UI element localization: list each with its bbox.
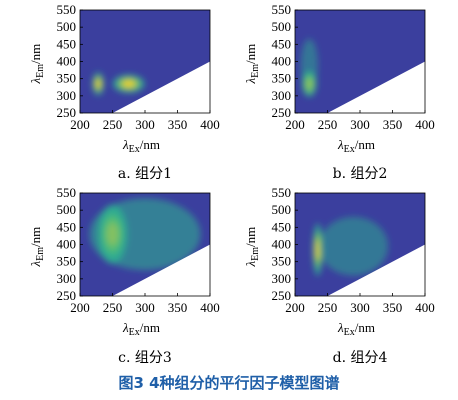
y-tick-label: 400 bbox=[272, 54, 292, 69]
x-tick-label: 250 bbox=[103, 300, 123, 315]
masked-region bbox=[327, 244, 425, 296]
y-axis-label: λEm/nm bbox=[243, 44, 261, 85]
y-tick-label: 500 bbox=[272, 19, 292, 34]
peak-halo bbox=[318, 216, 389, 276]
peak-core bbox=[315, 239, 320, 260]
x-axis-label: λEx/nm bbox=[122, 137, 160, 155]
y-tick-label: 250 bbox=[272, 288, 292, 303]
y-tick-label: 450 bbox=[272, 36, 292, 51]
y-tick-label: 300 bbox=[272, 271, 292, 286]
y-tick-label: 250 bbox=[57, 105, 77, 120]
masked-region bbox=[327, 61, 425, 113]
peak-core bbox=[122, 80, 136, 88]
y-tick-label: 550 bbox=[272, 185, 292, 200]
panel-d-caption: d. 组分4 bbox=[333, 350, 388, 366]
x-tick-label: 400 bbox=[200, 300, 220, 315]
x-tick-label: 350 bbox=[168, 117, 188, 132]
y-tick-label: 500 bbox=[57, 19, 77, 34]
peak-halo bbox=[89, 198, 201, 271]
panel-c-caption: c. 组分3 bbox=[118, 350, 172, 366]
x-tick-label: 200 bbox=[285, 300, 305, 315]
y-tick-label: 400 bbox=[272, 237, 292, 252]
y-tick-label: 550 bbox=[57, 185, 77, 200]
x-tick-label: 350 bbox=[168, 300, 188, 315]
x-tick-label: 250 bbox=[318, 117, 338, 132]
y-tick-label: 550 bbox=[57, 2, 77, 17]
y-tick-label: 250 bbox=[57, 288, 77, 303]
figure-caption: 图3 4种组分的平行因子模型图谱 bbox=[118, 374, 339, 392]
y-tick-label: 350 bbox=[272, 71, 292, 86]
y-axis-label: λEm/nm bbox=[28, 227, 46, 268]
x-axis-label: λEx/nm bbox=[122, 320, 160, 338]
x-tick-label: 400 bbox=[200, 117, 220, 132]
y-tick-label: 300 bbox=[57, 88, 77, 103]
y-tick-label: 450 bbox=[57, 219, 77, 234]
panel-a-caption: a. 组分1 bbox=[118, 166, 172, 182]
x-tick-label: 400 bbox=[415, 117, 435, 132]
x-tick-label: 250 bbox=[318, 300, 338, 315]
x-tick-label: 350 bbox=[383, 300, 403, 315]
x-tick-label: 300 bbox=[135, 300, 155, 315]
x-tick-label: 350 bbox=[383, 117, 403, 132]
masked-region bbox=[112, 61, 210, 113]
masked-region bbox=[112, 244, 210, 296]
panel-d: 200 250 300 350 400250300350400450500550λEx/… bbox=[243, 185, 435, 338]
y-tick-label: 300 bbox=[57, 271, 77, 286]
y-tick-label: 450 bbox=[272, 219, 292, 234]
y-tick-label: 350 bbox=[57, 71, 77, 86]
x-tick-label: 250 bbox=[103, 117, 123, 132]
panel-c: 200 250 300 350 400250300350400450500550λEx/… bbox=[28, 185, 220, 338]
x-tick-label: 200 bbox=[70, 117, 90, 132]
x-tick-label: 200 bbox=[285, 117, 305, 132]
x-tick-label: 300 bbox=[350, 117, 370, 132]
y-axis-label: λEm/nm bbox=[243, 227, 261, 268]
y-tick-label: 350 bbox=[57, 254, 77, 269]
x-tick-label: 300 bbox=[135, 117, 155, 132]
panel-b: 200 250 300 350 400250300350400450500550λEx/… bbox=[243, 2, 435, 155]
y-tick-label: 300 bbox=[272, 88, 292, 103]
y-tick-label: 350 bbox=[272, 254, 292, 269]
peak-halo bbox=[300, 38, 318, 92]
panel-b-caption: b. 组分2 bbox=[333, 166, 388, 182]
y-axis-label: λEm/nm bbox=[28, 44, 46, 85]
peak-core bbox=[95, 79, 101, 89]
x-axis-label: λEx/nm bbox=[337, 320, 375, 338]
x-axis-label: λEx/nm bbox=[337, 137, 375, 155]
x-tick-label: 300 bbox=[350, 300, 370, 315]
y-tick-label: 450 bbox=[57, 36, 77, 51]
x-tick-label: 400 bbox=[415, 300, 435, 315]
y-tick-label: 550 bbox=[272, 2, 292, 17]
panel-a: 200 250 300 350 400250300350400450500550λEx/… bbox=[28, 2, 220, 155]
y-tick-label: 500 bbox=[57, 202, 77, 217]
x-tick-label: 200 bbox=[70, 300, 90, 315]
y-tick-label: 500 bbox=[272, 202, 292, 217]
y-tick-label: 400 bbox=[57, 54, 77, 69]
y-tick-label: 400 bbox=[57, 237, 77, 252]
y-tick-label: 250 bbox=[272, 105, 292, 120]
